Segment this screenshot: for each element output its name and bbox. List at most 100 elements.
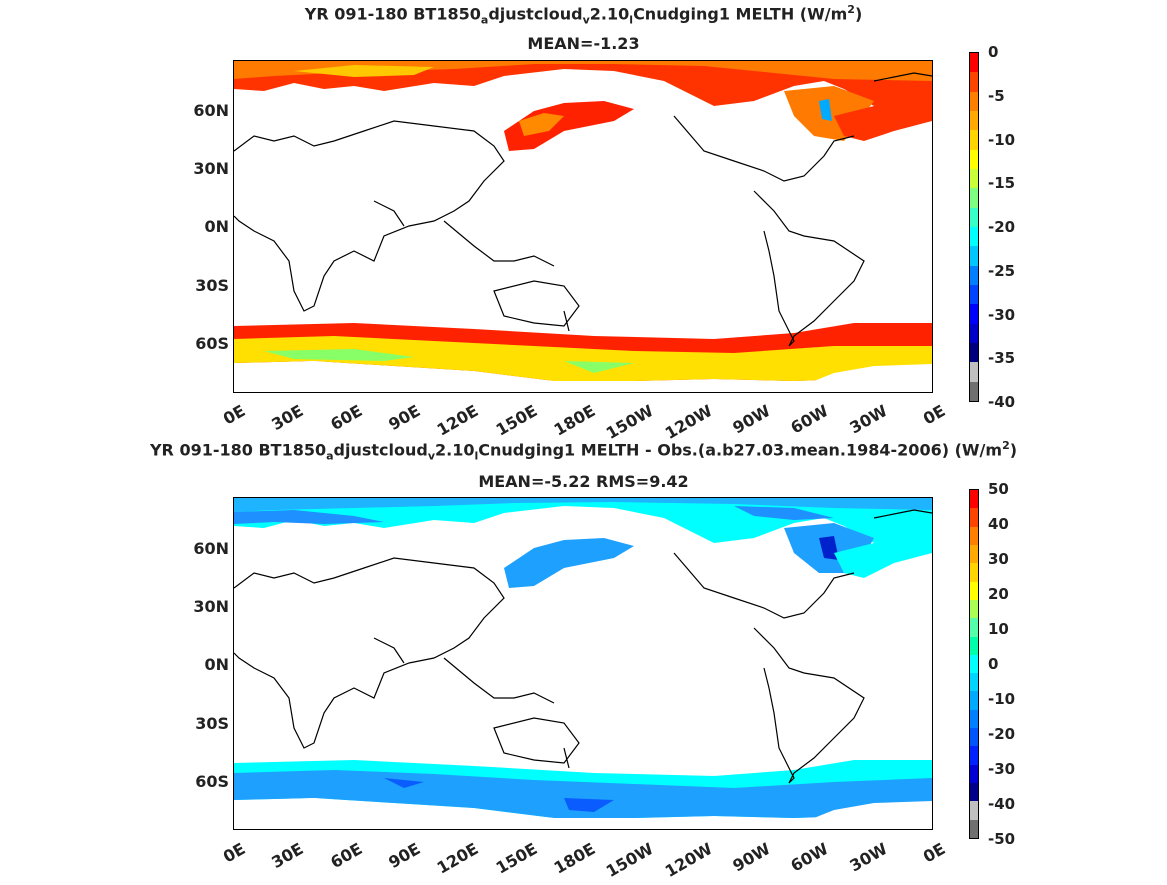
panel2-colorbar-segment	[970, 599, 978, 619]
panel1-colorbar-tick: -15	[988, 174, 1016, 193]
panel1-okhotsk-orange	[519, 113, 564, 136]
panel1-lat-0N: 0N	[204, 217, 229, 236]
panel2-lon-label-1: 30E	[268, 839, 307, 873]
panel2-colorbar-segment	[970, 636, 978, 655]
panel2-lon-label-9: 90W	[729, 839, 774, 876]
panel1-colorbar-tick: -30	[988, 305, 1016, 324]
panel1-southern-green	[264, 349, 634, 373]
panel2-subtitle: MEAN=-5.22 RMS=9.42	[478, 472, 689, 491]
panel2-lat-0N: 0N	[204, 655, 229, 674]
panel1-colorbar-segment	[970, 91, 978, 111]
panel1-colorbar-segment	[970, 284, 978, 305]
panel1-subtitle: MEAN=-1.23	[527, 34, 640, 53]
panel2-lon-label-2: 60E	[326, 839, 366, 873]
panel1-southern-yellow	[234, 336, 932, 381]
panel2-lon-label-8: 120W	[661, 839, 716, 881]
panel2-lat-30N: 30N	[193, 597, 229, 616]
panel1-coastlines	[234, 72, 932, 347]
panel2-colorbar-tick: -40	[988, 795, 1016, 813]
panel1-colorbar-tick: -5	[988, 86, 1005, 105]
panel2-colorbar	[969, 489, 979, 839]
panel2-coastlines	[234, 509, 932, 784]
panel2-colorbar-segment	[970, 526, 978, 545]
panel2-lon-label-12: 0E	[919, 839, 949, 867]
panel1-colorbar-segment	[970, 53, 978, 73]
panel1-colorbar-segment	[970, 168, 978, 189]
panel2-colorbar-tick: 30	[988, 550, 1009, 568]
panel2-colorbar-tick: 40	[988, 515, 1009, 533]
panel2-lat-60S: 60S	[195, 772, 229, 791]
panel2-lon-label-3: 90E	[385, 839, 424, 873]
panel2-colorbar-segment	[970, 654, 978, 674]
panel1-colorbar-segment	[970, 149, 978, 169]
panel2-lon-label-6: 180E	[550, 839, 599, 878]
panel1-colorbar-segment	[970, 246, 978, 266]
panel2-lon-label-5: 150E	[492, 839, 541, 878]
panel1-title: YR 091-180 BT1850adjustcloudv2.10lCnudgi…	[304, 3, 863, 27]
panel1-colorbar-segment	[970, 323, 978, 343]
panel2-arctic-blue	[234, 506, 834, 524]
panel2-colorbar-segment	[970, 783, 978, 802]
panel2-lon-label-0: 0E	[219, 839, 249, 867]
panel2-colorbar-segment	[970, 746, 978, 765]
panel2-colorbar-tick: -10	[988, 690, 1016, 708]
panel2-lon-label-4: 120E	[433, 839, 482, 878]
panel1-colorbar-segment	[970, 110, 978, 131]
panel2-colorbar-segment	[970, 673, 978, 692]
panel2-colorbar-tick: 10	[988, 620, 1009, 638]
panel2-colorbar-segment	[970, 691, 978, 710]
panel1-lat-30S: 30S	[195, 276, 229, 295]
panel2-southern-deep	[384, 778, 614, 812]
panel2-lat-30S: 30S	[195, 714, 229, 733]
panel2-colorbar-tick: -20	[988, 725, 1016, 743]
panel2-colorbar-segment	[970, 819, 978, 838]
panel1-colorbar-segment	[970, 265, 978, 285]
panel2-colorbar-segment	[970, 801, 978, 820]
panel2-lon-label-10: 60W	[787, 839, 832, 876]
panel1-colorbar-segment	[970, 188, 978, 208]
panel1-lat-60N: 60N	[193, 101, 229, 120]
panel1-north-atlantic	[834, 99, 932, 141]
panel1-colorbar-segment	[970, 226, 978, 247]
panel1-colorbar-tick: 0	[988, 43, 999, 61]
panel1-colorbar-segment	[970, 304, 978, 324]
panel2-colorbar-tick: -30	[988, 760, 1016, 778]
panel2-colorbar-tick: 20	[988, 585, 1009, 603]
panel1-colorbar-tick: -35	[988, 349, 1016, 368]
panel1-colorbar-segment	[970, 207, 978, 227]
panel1-colorbar-segment	[970, 72, 978, 92]
panel1-arctic-inner	[234, 61, 932, 81]
panel1-colorbar-segment	[970, 130, 978, 150]
panel2-title: YR 091-180 BT1850adjustcloudv2.10lCnudgi…	[149, 439, 1018, 463]
panel1-colorbar-segment	[970, 342, 978, 363]
panel2-colorbar-segment	[970, 544, 978, 564]
panel1-antarctica	[234, 361, 932, 392]
panel2-antarctica	[234, 798, 932, 829]
panel2-okhotsk	[504, 538, 634, 588]
panel2-colorbar-segment	[970, 581, 978, 600]
panel2-labrador-deep	[819, 536, 839, 560]
panel1-colorbar-tick: -25	[988, 261, 1016, 280]
panel2-colorbar-segment	[970, 490, 978, 509]
panel2-colorbar-segment	[970, 709, 978, 729]
panel2-colorbar-segment	[970, 563, 978, 582]
panel2-colorbar-segment	[970, 508, 978, 527]
panel1-map-svg	[234, 61, 932, 392]
panel1-arctic-yellow	[294, 65, 434, 77]
panel1-colorbar-tick: -40	[988, 393, 1016, 411]
panel2-lon-label-7: 150W	[603, 839, 657, 881]
panel2-map	[233, 497, 933, 830]
panel2-colorbar-segment	[970, 764, 978, 783]
panel1-colorbar-segment	[970, 362, 978, 382]
panel2-colorbar-tick: 0	[988, 655, 999, 673]
panel1-okhotsk	[504, 101, 634, 151]
panel2-lon-label-11: 30W	[846, 839, 891, 876]
panel2-colorbar-tick: -50	[988, 830, 1016, 848]
panel2-colorbar-segment	[970, 728, 978, 747]
panel1-colorbar-segment	[970, 381, 978, 401]
panel2-colorbar-tick: 50	[988, 480, 1009, 498]
panel1-lat-60S: 60S	[195, 334, 229, 353]
panel1-labrador-blue	[819, 99, 832, 121]
panel1-lat-30N: 30N	[193, 159, 229, 178]
panel1-colorbar-tick: -10	[988, 130, 1016, 149]
